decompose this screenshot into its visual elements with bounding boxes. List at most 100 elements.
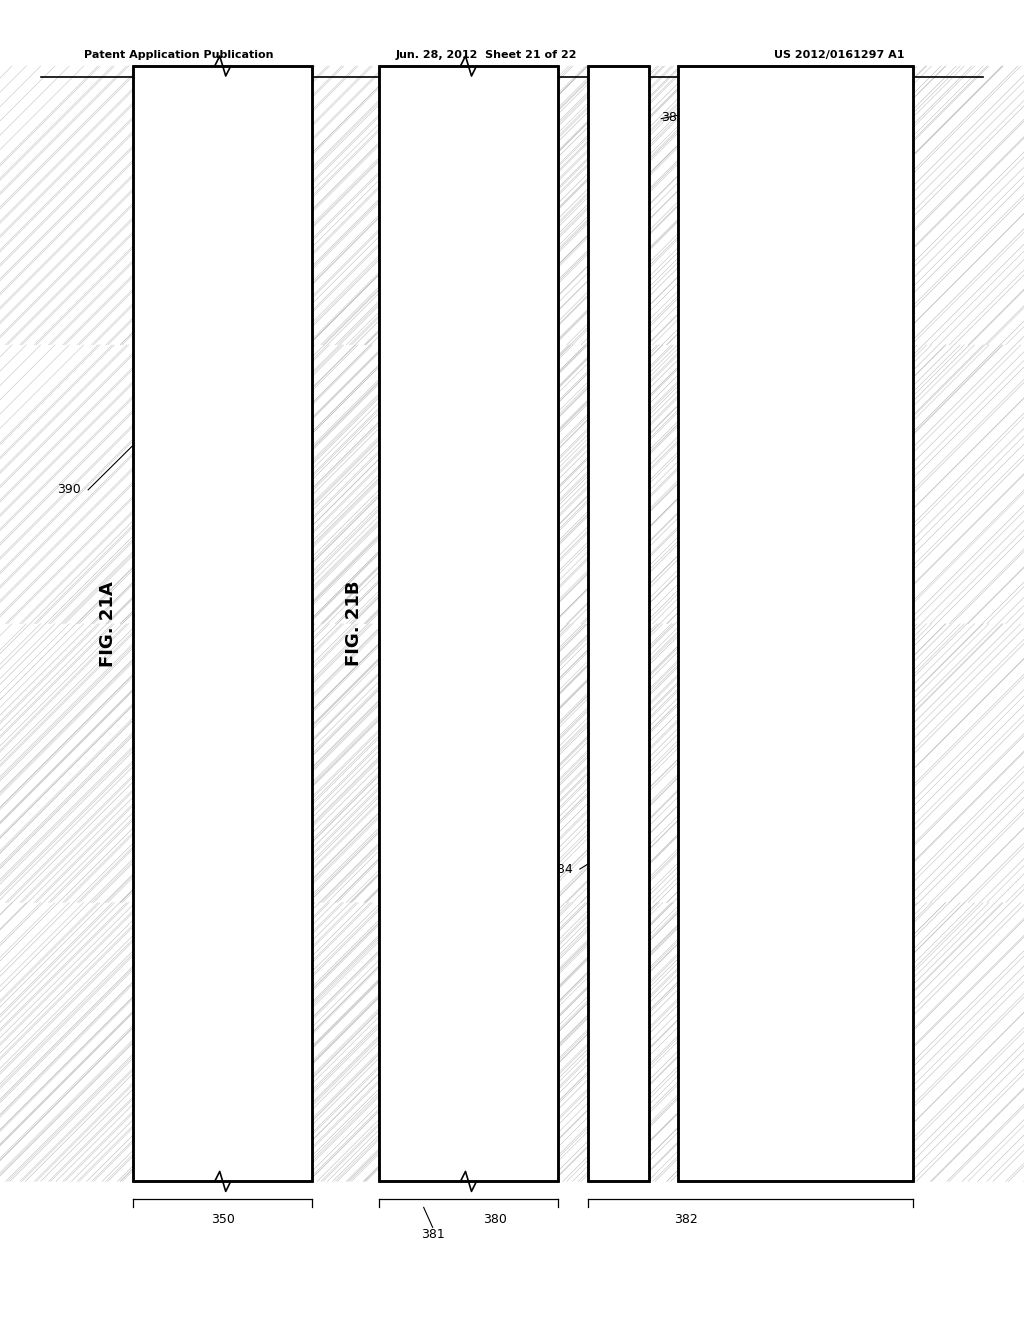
- Bar: [385, 1081, 394, 1098]
- Bar: [588, 66, 649, 1181]
- Bar: [680, 148, 871, 211]
- Bar: [696, 1002, 709, 1012]
- Bar: [682, 502, 730, 568]
- Bar: [741, 639, 779, 664]
- Bar: [171, 1022, 179, 1038]
- Bar: [171, 186, 179, 201]
- Bar: [686, 803, 698, 820]
- Bar: [878, 982, 902, 1126]
- Bar: [678, 66, 913, 1181]
- Bar: [284, 942, 305, 1152]
- Bar: [379, 903, 558, 1181]
- Bar: [139, 800, 170, 843]
- Bar: [686, 244, 698, 261]
- Bar: [391, 160, 432, 182]
- Bar: [680, 106, 843, 148]
- Bar: [876, 664, 904, 874]
- Ellipse shape: [593, 139, 644, 190]
- Bar: [147, 722, 157, 734]
- Bar: [871, 911, 908, 1173]
- Ellipse shape: [593, 1057, 644, 1109]
- Bar: [686, 1081, 698, 1098]
- Bar: [743, 502, 801, 568]
- Bar: [186, 242, 223, 285]
- Bar: [381, 985, 526, 1047]
- Bar: [196, 535, 205, 564]
- Bar: [135, 1126, 280, 1173]
- Bar: [381, 911, 504, 932]
- Bar: [680, 384, 843, 426]
- Bar: [727, 1022, 739, 1038]
- Bar: [136, 502, 173, 568]
- Bar: [379, 66, 558, 1181]
- Bar: [393, 535, 400, 564]
- Bar: [760, 734, 796, 768]
- Bar: [878, 424, 902, 568]
- Bar: [171, 743, 179, 759]
- Bar: [385, 800, 416, 843]
- Bar: [135, 289, 280, 337]
- Ellipse shape: [593, 401, 644, 453]
- Bar: [429, 1059, 472, 1126]
- Bar: [384, 465, 394, 480]
- Bar: [133, 345, 312, 624]
- Bar: [133, 66, 312, 1181]
- Bar: [680, 490, 871, 568]
- Bar: [741, 917, 779, 942]
- Bar: [526, 74, 555, 337]
- Text: FIG. 21A: FIG. 21A: [99, 581, 117, 667]
- Bar: [155, 1022, 165, 1038]
- Bar: [140, 636, 220, 643]
- Bar: [145, 440, 186, 461]
- Bar: [680, 74, 843, 95]
- Bar: [427, 359, 456, 384]
- Bar: [727, 743, 739, 759]
- Bar: [748, 244, 762, 261]
- Bar: [386, 915, 466, 921]
- Bar: [432, 800, 469, 843]
- Bar: [427, 81, 456, 106]
- Bar: [804, 792, 830, 836]
- Bar: [136, 182, 226, 211]
- Bar: [696, 1092, 706, 1122]
- Bar: [761, 535, 772, 564]
- Text: US 2012/0161297 A1: US 2012/0161297 A1: [774, 50, 905, 61]
- Text: 350: 350: [211, 1213, 234, 1226]
- Bar: [680, 426, 871, 490]
- Bar: [381, 106, 504, 148]
- Bar: [686, 800, 726, 843]
- Bar: [381, 768, 526, 847]
- Bar: [682, 780, 730, 847]
- Bar: [682, 741, 801, 768]
- Bar: [135, 768, 280, 847]
- Bar: [529, 106, 551, 315]
- Bar: [284, 106, 305, 315]
- Bar: [133, 66, 312, 345]
- Bar: [680, 664, 843, 705]
- Bar: [196, 813, 205, 843]
- Bar: [680, 289, 871, 337]
- Bar: [475, 234, 496, 277]
- Bar: [286, 145, 303, 289]
- Text: 383: 383: [662, 111, 685, 124]
- Bar: [229, 234, 250, 277]
- Bar: [381, 148, 526, 211]
- Bar: [391, 997, 432, 1019]
- Bar: [181, 359, 210, 384]
- Bar: [133, 66, 312, 1181]
- Bar: [804, 234, 830, 277]
- Ellipse shape: [593, 795, 644, 846]
- Bar: [684, 917, 722, 942]
- Bar: [382, 1019, 472, 1047]
- Bar: [441, 1092, 451, 1122]
- Bar: [381, 490, 526, 568]
- Bar: [694, 718, 748, 741]
- Bar: [138, 639, 167, 664]
- Bar: [761, 813, 772, 843]
- Bar: [284, 664, 305, 874]
- Bar: [135, 664, 258, 705]
- Bar: [286, 982, 303, 1126]
- Bar: [147, 1002, 157, 1012]
- Bar: [706, 465, 720, 480]
- Bar: [706, 743, 720, 759]
